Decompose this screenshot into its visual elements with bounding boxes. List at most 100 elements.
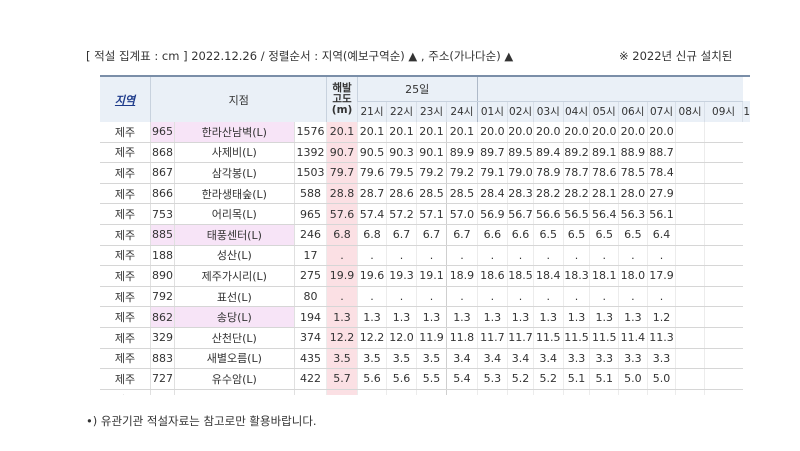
- snow-depth-cell: 20.0: [618, 122, 648, 143]
- snow-depth-cell: 57.2: [386, 203, 417, 225]
- snow-depth-cell: [675, 389, 705, 395]
- snow-depth-cell: 18.0: [618, 265, 648, 287]
- snow-depth-cell: 19.1: [415, 265, 447, 287]
- snow-depth-cell: 12.2: [356, 327, 387, 349]
- snow-depth-cell: 3.4: [446, 348, 478, 370]
- date-header-empty: [476, 76, 743, 102]
- snow-depth-cell: 3.5: [386, 348, 417, 370]
- snow-depth-cell: 1.2: [646, 306, 676, 328]
- snow-depth-cell: 11.4: [618, 327, 648, 349]
- altitude-cell: 80: [293, 286, 327, 308]
- snow-depth-cell: 20.0: [476, 122, 508, 143]
- altitude-cell: 1392: [293, 142, 327, 164]
- station-name-cell: 유수암(L): [173, 368, 295, 390]
- snow-depth-cell: 20.0: [562, 122, 590, 143]
- snow-depth-cell: 79.7: [326, 162, 358, 184]
- snow-depth-cell: 20.0: [507, 122, 534, 143]
- snow-depth-cell: .: [386, 286, 417, 308]
- hour-header: 23시: [415, 101, 447, 122]
- hour-header: 09시: [703, 101, 743, 122]
- station-code-cell: 883: [150, 348, 175, 370]
- snow-depth-cell: 57.6: [326, 203, 358, 225]
- table-row: 제주 867 삼각봉(L) 1503 79.7 79.6 79.5 79.2 79.2 79.1 7…: [100, 162, 750, 184]
- table-caption: [ 적설 집계표 : cm ] 2022.12.26 / 정렬순서 : 지역(예…: [86, 48, 732, 64]
- snow-depth-cell: 5.7: [326, 368, 358, 390]
- station-name-cell: 태풍센터(L): [173, 224, 295, 246]
- station-code-cell: 188: [150, 245, 175, 267]
- snow-depth-cell: 6.5: [533, 224, 564, 246]
- footnote: •) 유관기관 적설자료는 참고로만 활용바랍니다.: [86, 414, 317, 428]
- snow-depth-cell: 1.3: [618, 306, 648, 328]
- snow-depth-cell: 12.0: [386, 327, 417, 349]
- snow-depth-cell: [675, 142, 705, 164]
- snow-depth-cell: 79.0: [507, 162, 534, 184]
- station-name-cell: 새별오름(L): [173, 348, 295, 370]
- snow-depth-cell: 17.9: [646, 265, 676, 287]
- snow-depth-cell: 1.3: [446, 306, 478, 328]
- snow-depth-cell: 57.1: [415, 203, 447, 225]
- snow-depth-cell: 5.3: [476, 368, 508, 390]
- snow-depth-cell: [703, 368, 743, 390]
- snow-depth-cell: .: [646, 245, 676, 267]
- snow-depth-cell: .: [326, 286, 358, 308]
- snow-depth-cell: 19.6: [356, 265, 387, 287]
- snow-depth-cell: 1.3: [386, 306, 417, 328]
- station-name-cell: 제주가시리(L): [173, 265, 295, 287]
- snow-depth-cell: [703, 183, 743, 205]
- snow-depth-cell: [703, 203, 743, 225]
- snow-depth-cell: 57.4: [356, 203, 387, 225]
- snow-depth-cell: [703, 265, 743, 287]
- snow-depth-cell: 90.5: [356, 142, 387, 164]
- snow-depth-cell: 90.1: [415, 142, 447, 164]
- region-sort-link[interactable]: 지역: [114, 93, 136, 107]
- snow-depth-cell: 20.0: [589, 122, 619, 143]
- snow-depth-cell: 3.3: [646, 348, 676, 370]
- region-cell: 제주: [100, 245, 151, 267]
- altitude-cell: 275: [293, 265, 327, 287]
- snow-depth-cell: 3.5: [326, 348, 358, 370]
- snow-depth-cell: 90.7: [326, 142, 358, 164]
- snow-depth-cell: [675, 286, 705, 308]
- snow-depth-cell: 5.6: [476, 389, 508, 395]
- snow-depth-cell: 5.2: [507, 368, 534, 390]
- snow-depth-cell: 57.0: [446, 203, 478, 225]
- column-header-region[interactable]: 지역: [100, 76, 151, 122]
- snow-depth-cell: .: [476, 245, 508, 267]
- snow-depth-cell: 20.1: [415, 122, 447, 143]
- snow-depth-cell: [675, 265, 705, 287]
- table-row: 제주 885 태풍센터(L) 246 6.8 6.8 6.7 6.7 6.7 6.6 6.6 6.5 6…: [100, 224, 750, 246]
- table-row: 제주 866 한라생태숲(L) 588 28.8 28.7 28.6 28.5 28.5 28.4…: [100, 183, 750, 205]
- snow-depth-cell: 79.6: [356, 162, 387, 184]
- snow-depth-cell: 56.3: [618, 203, 648, 225]
- snow-depth-cell: .: [589, 245, 619, 267]
- snow-depth-cell: 20.0: [646, 122, 676, 143]
- station-code-cell: 965: [150, 122, 175, 143]
- snow-depth-cell: 5.5: [533, 389, 564, 395]
- region-cell: 제주: [100, 142, 151, 164]
- snow-depth-cell: 5.4: [618, 389, 648, 395]
- snow-depth-cell: 3.4: [507, 348, 534, 370]
- station-name-cell: 성산(L): [173, 245, 295, 267]
- snow-depth-cell: [675, 368, 705, 390]
- station-name-cell: 삼각봉(L): [173, 162, 295, 184]
- snow-depth-cell: 11.5: [562, 327, 590, 349]
- station-code-cell: 868: [150, 142, 175, 164]
- snow-depth-cell: 5.8: [356, 389, 387, 395]
- snow-depth-cell: 56.4: [589, 203, 619, 225]
- station-name-cell: 오등(L): [173, 389, 295, 395]
- station-code-cell: 329: [150, 327, 175, 349]
- snow-table-container[interactable]: 지역 지점 해발 고도 (m) 25일 21시 22시 23시 24시 01시 02시 03…: [100, 75, 750, 395]
- snow-depth-cell: 11.9: [415, 327, 447, 349]
- snow-depth-cell: [703, 245, 743, 267]
- snow-depth-cell: 5.1: [589, 368, 619, 390]
- table-row: 제주 883 새별오름(L) 435 3.5 3.5 3.5 3.5 3.4 3.4 3.4 3.4 3…: [100, 348, 750, 370]
- hour-header: 05시: [589, 101, 619, 122]
- snow-depth-cell: .: [356, 286, 387, 308]
- snow-depth-cell: 3.4: [533, 348, 564, 370]
- snow-depth-cell: 20.1: [386, 122, 417, 143]
- table-row: 제주 753 어리목(L) 965 57.6 57.4 57.2 57.1 57.0 56.9 56…: [100, 203, 750, 225]
- snow-depth-cell: 5.1: [562, 368, 590, 390]
- snow-depth-cell: 89.1: [589, 142, 619, 164]
- altitude-cell: 194: [293, 306, 327, 328]
- snow-depth-cell: 79.1: [476, 162, 508, 184]
